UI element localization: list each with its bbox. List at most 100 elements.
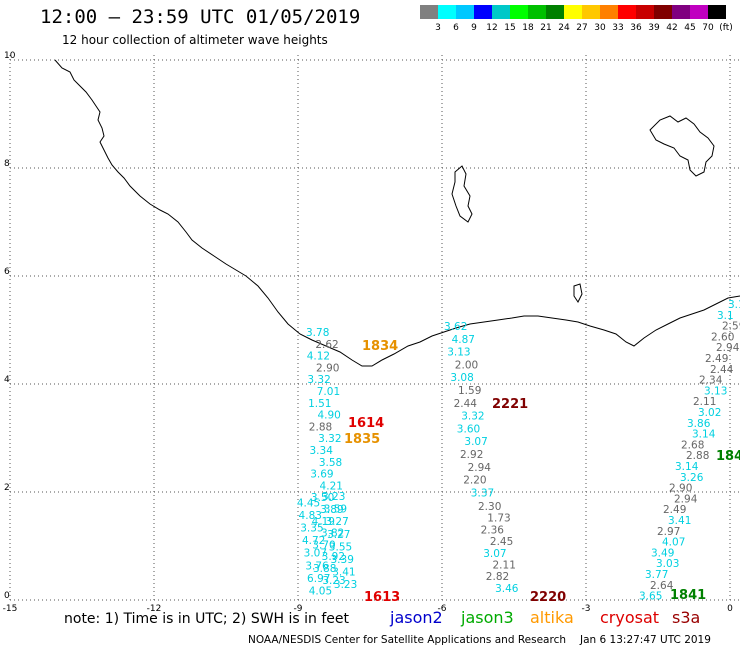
legend-label: 42 [666,23,678,33]
pass-time-label: 184 [716,449,740,464]
legend-swatch [690,5,708,19]
wave-height-label: 6.97 [307,573,330,585]
wave-height-label: 3.65 [639,591,662,603]
legend-label: 45 [684,23,696,33]
island-c [573,283,583,303]
wave-height-label: 3.78 [306,327,329,339]
legend-swatch [564,5,582,19]
legend-swatch [546,5,564,19]
wave-height-label: 3.46 [495,583,519,595]
wave-height-label: 3.41 [332,567,355,579]
wave-height-label: 2.45 [490,536,513,548]
altimeter-tracks: 3.782.624.122.903.327.011.514.902.883.32… [297,299,740,605]
legend-swatch [708,5,726,19]
wave-height-label: 3.86 [687,418,711,430]
wave-height-label: 3.26 [680,472,704,484]
legend-swatch [510,5,528,19]
wave-height-label: 3.32 [318,433,341,445]
legend-label: 70 [702,23,714,33]
wave-height-label: 3.88 [313,563,336,575]
pass-time-label: 2220 [530,590,566,605]
wave-height-label: 2.11 [493,560,516,572]
legend-swatch [582,5,600,19]
wave-height-label: 4.19 [312,516,335,528]
coastline [54,59,740,367]
wave-height-label: 3.07 [304,548,327,560]
x-tick-label: 0 [727,604,733,614]
units-note: note: 1) Time is in UTC; 2) SWH is in fe… [64,611,350,627]
satellite-name-s3a: s3a [672,608,701,627]
pass-time-label: 1835 [344,432,380,447]
island-a [451,165,473,223]
wave-height-label: 4.21 [320,480,343,492]
legend-label: 6 [453,23,459,33]
wave-height-label: 2.62 [315,339,338,351]
wave-height-label: 3.02 [698,407,721,419]
wave-height-label: 2.64 [650,580,674,592]
wave-height-label: 3.13 [704,385,727,397]
legend-swatch [672,5,690,19]
pass-time-label: 1613 [364,590,400,605]
satellite-name-jason2: jason2 [390,608,443,627]
wave-height-label: 3.32 [461,411,484,423]
wave-height-label: 4.83 [299,510,322,522]
wave-height-label: 3.23 [322,491,345,503]
wave-height-label: 3.07 [483,548,506,560]
legend-label: 12 [486,23,498,33]
wave-height-label: 3.41 [668,515,691,527]
legend-swatch [438,5,456,19]
legend-swatch [456,5,474,19]
credit-line: NOAA/NESDIS Center for Satellite Applica… [248,634,566,646]
legend-label: 21 [540,23,552,33]
legend-swatch [654,5,672,19]
legend-label: 24 [558,23,570,33]
legend-label: 9 [471,23,477,33]
wave-height-label: 3.55 [329,541,352,553]
legend-label: 15 [504,23,516,33]
y-tick-label: 10 [4,51,16,61]
wave-height-label: 2.92 [460,449,483,461]
wave-height-label: 3.50 [311,492,334,504]
satellite-name-cryosat: cryosat [600,608,660,627]
wave-height-label: 3.27 [325,516,348,528]
y-tick-label: 0 [4,591,10,601]
wave-height-label: 3.62 [444,321,467,333]
wave-height-label: 3.03 [656,558,679,570]
map-subtitle: 12 hour collection of altimeter wave hei… [62,33,328,47]
wave-height-label: 4.45 [297,497,320,509]
wave-height-label: 3.08 [450,372,473,384]
pass-time-label: 2221 [492,397,528,412]
legend-swatch [528,5,546,19]
legend-swatch [420,5,438,19]
x-tick-label: -15 [3,604,18,614]
wave-height-label: 3.39 [331,554,354,566]
wave-height-label: 3.82 [321,528,344,540]
wave-height-label: 2.30 [478,501,501,513]
wave-height-label: 2.60 [711,331,734,343]
x-tick-label: -6 [438,604,447,614]
legend-label: 27 [576,23,588,33]
wave-height-label: 2.34 [699,375,723,387]
wave-height-label: 4.07 [662,537,685,549]
wave-height-label: 2.59 [722,321,740,333]
legend-label: (ft) [719,23,733,33]
wave-height-label: 3.92 [322,551,345,563]
map-title: 12:00 – 23:59 UTC 01/05/2019 [40,6,361,28]
wave-height-label: 4.72 [302,535,325,547]
legend-swatch [492,5,510,19]
wave-height-label: 3.1 [728,299,740,311]
wave-height-label: 4.90 [317,410,340,422]
wave-height-label: 3.27 [327,529,350,541]
wave-height-label: 3.77 [645,569,668,581]
wave-height-label: 2.82 [486,571,509,583]
wave-height-label: 2.68 [681,439,704,451]
wave-height-label: 4.05 [309,586,332,598]
coastline-main [54,59,740,367]
wave-height-label: 3.23 [322,575,345,587]
wave-height-label: 4.12 [307,351,330,363]
wave-height-label: 2.11 [693,396,716,408]
legend-label: 39 [648,23,660,33]
map-grid [9,55,740,601]
wave-height-label: 7.01 [317,386,340,398]
